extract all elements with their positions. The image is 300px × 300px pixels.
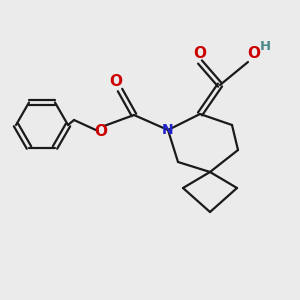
Text: O: O <box>94 124 107 140</box>
Text: O: O <box>110 74 122 88</box>
Text: H: H <box>260 40 271 53</box>
Text: O: O <box>194 46 206 62</box>
Text: O: O <box>248 46 260 62</box>
Text: N: N <box>162 123 174 137</box>
